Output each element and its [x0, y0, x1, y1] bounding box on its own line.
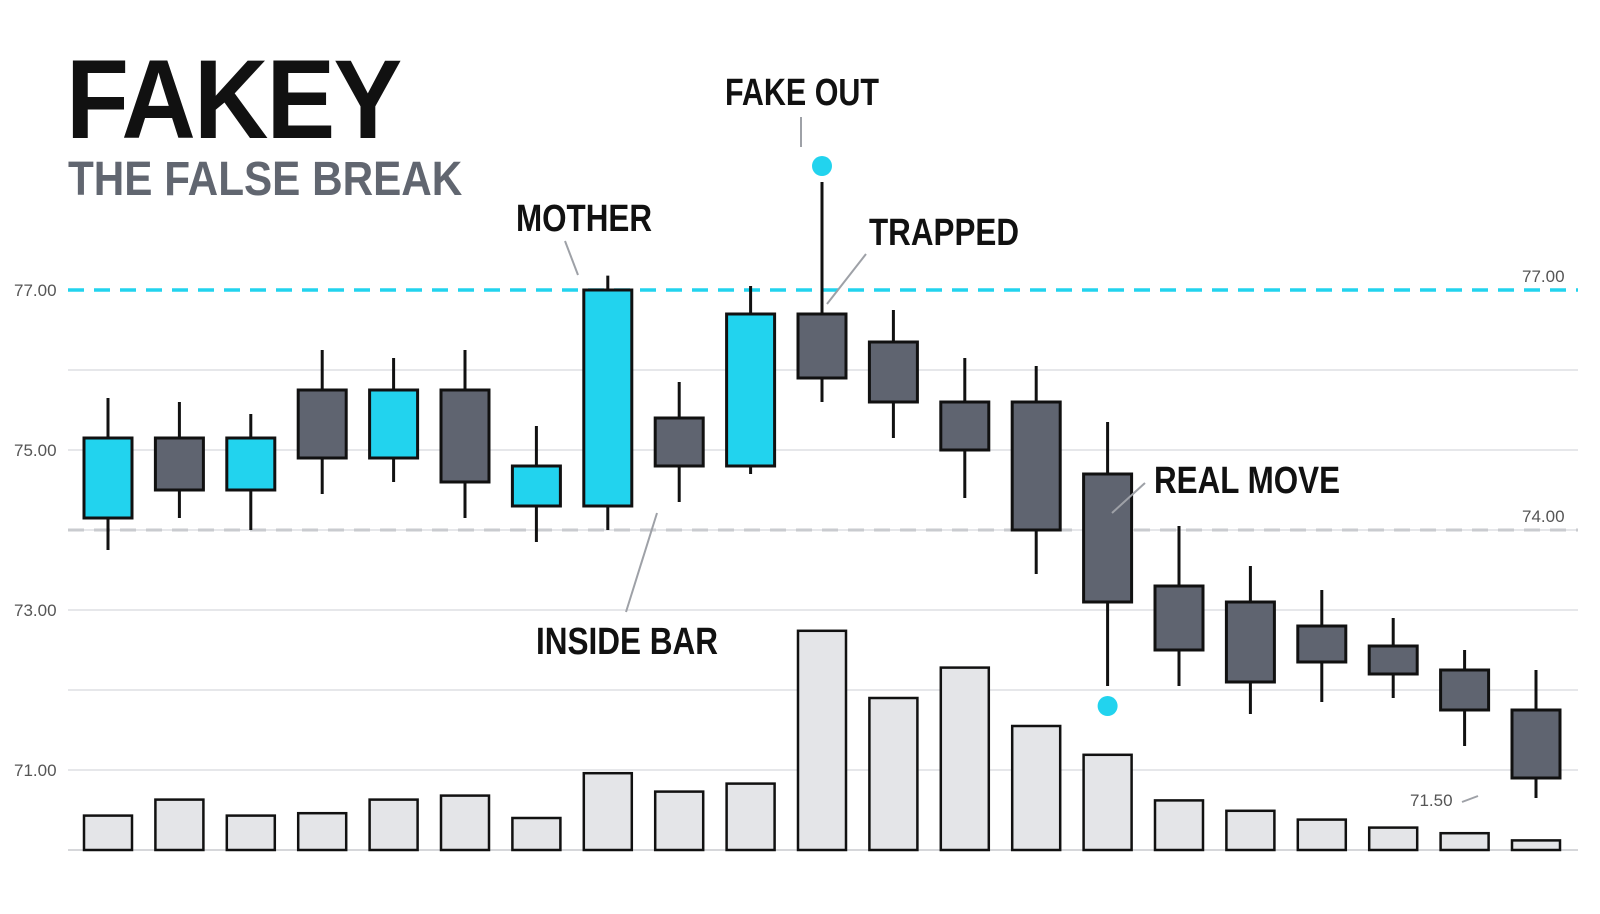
volume-bar	[368, 798, 419, 852]
bull-candle	[225, 436, 277, 492]
volume-bar	[939, 666, 991, 852]
volume-bar	[225, 814, 277, 852]
bear-candle	[1010, 400, 1062, 532]
annotation-mother: MOTHER	[516, 198, 652, 240]
bear-candle	[653, 416, 705, 468]
y-tick-label: 75.00	[14, 441, 57, 460]
bear-candle	[439, 388, 491, 484]
leader-line	[625, 512, 658, 613]
bear-candle	[796, 312, 848, 380]
y-tick-label: 77.00	[14, 281, 57, 300]
volume-bar	[154, 798, 205, 852]
volume-bar	[82, 814, 134, 852]
bear-candle	[1367, 644, 1419, 676]
volume-bar	[653, 790, 705, 852]
bear-candle	[1224, 600, 1276, 684]
leader-line	[1461, 795, 1479, 803]
bear-candle	[153, 436, 205, 492]
chart-title: FAKEY	[66, 37, 402, 162]
bull-candle	[368, 388, 420, 460]
bear-candle	[1296, 624, 1348, 664]
volume-bar	[868, 696, 919, 852]
bear-candle	[939, 400, 991, 452]
bull-candle	[82, 436, 134, 520]
volume-bar	[1510, 839, 1562, 852]
volume-bar	[296, 811, 348, 852]
volume-bar	[1010, 724, 1062, 852]
volume-bar	[511, 816, 562, 852]
marker-dot	[1097, 696, 1118, 716]
chart-subtitle: THE FALSE BREAK	[68, 153, 463, 206]
volume-bar	[1439, 831, 1490, 852]
leader-line	[826, 253, 867, 305]
volume-bar	[725, 782, 776, 852]
leader-line	[564, 240, 579, 276]
volume-bar	[439, 794, 491, 852]
volume-bar	[1296, 818, 1348, 852]
volume-bar	[796, 629, 848, 852]
bear-candle	[296, 388, 348, 460]
annotation-real-move: REAL MOVE	[1154, 460, 1340, 502]
volume-bar	[582, 771, 634, 852]
annotation-inside-bar: INSIDE BAR	[536, 621, 718, 663]
bear-candle	[867, 340, 919, 404]
resistance-label: 77.00	[1522, 267, 1565, 286]
bull-candle	[510, 464, 562, 508]
bear-candle	[1439, 668, 1491, 712]
y-tick-label: 73.00	[14, 601, 57, 620]
marker-dot	[812, 156, 832, 176]
bear-candle	[1082, 472, 1134, 604]
low-price-label: 71.50	[1410, 791, 1453, 810]
y-tick-label: 71.00	[14, 761, 57, 780]
bull-candle	[582, 288, 634, 508]
annotation-trapped: TRAPPED	[869, 212, 1019, 254]
volume-bar	[1225, 809, 1276, 852]
volume-bar	[1367, 826, 1419, 852]
volume-bar	[1082, 753, 1133, 852]
bear-candle	[1510, 708, 1562, 780]
bull-candle	[725, 312, 777, 468]
volume-bar	[1153, 799, 1205, 852]
bear-candle	[1153, 584, 1205, 652]
leader-line	[1111, 482, 1146, 514]
support-label: 74.00	[1522, 507, 1565, 526]
annotation-fake-out: FAKE OUT	[725, 72, 879, 114]
